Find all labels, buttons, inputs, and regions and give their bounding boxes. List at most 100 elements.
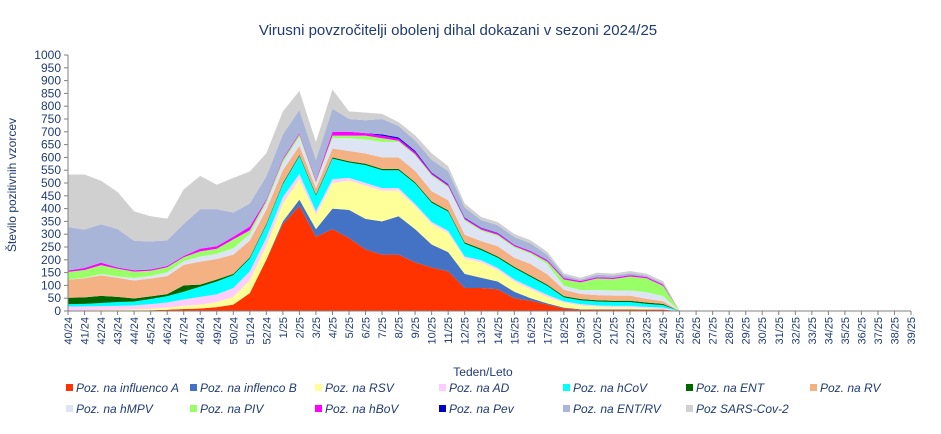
legend-swatch [190, 384, 197, 391]
x-tick-label: 18/25 [559, 317, 571, 345]
x-tick-label: 24/25 [658, 317, 670, 345]
x-tick-label: 7/25 [377, 317, 389, 338]
x-tick-label: 37/25 [873, 317, 885, 345]
x-tick-label: 29/25 [741, 317, 753, 345]
x-tick-label: 47/24 [179, 317, 191, 345]
legend-swatch [686, 384, 693, 391]
x-tick-label: 8/25 [394, 317, 406, 338]
x-tick-label: 45/24 [146, 317, 158, 345]
x-tick-label: 14/25 [493, 317, 505, 345]
x-tick-label: 3/25 [311, 317, 323, 338]
y-tick-label: 250 [41, 240, 61, 254]
legend-swatch [563, 384, 570, 391]
x-tick-label: 48/24 [195, 317, 207, 345]
series-area-3 [68, 179, 680, 311]
x-tick-label: 43/24 [113, 317, 125, 345]
x-tick-label: 12/25 [460, 317, 472, 345]
series-area-7 [68, 145, 680, 311]
x-tick-label: 5/25 [344, 317, 356, 338]
y-tick-label: 650 [41, 138, 61, 152]
x-tick-label: 49/24 [212, 317, 224, 345]
y-tick-label: 900 [41, 74, 61, 88]
legend-swatch [686, 405, 693, 412]
y-tick-label: 550 [41, 163, 61, 177]
x-tick-label: 42/24 [96, 317, 108, 345]
x-tick-label: 33/25 [807, 317, 819, 345]
legend-label: Poz. na PIV [200, 402, 264, 416]
x-tick-label: 23/25 [642, 317, 654, 345]
legend-swatch [439, 405, 446, 412]
legend-label: Poz. na inflenco B [200, 381, 297, 395]
plot-area [67, 55, 911, 312]
x-tick-label: 34/25 [823, 317, 835, 345]
legend-swatch [563, 405, 570, 412]
x-tick-label: 52/24 [261, 317, 273, 345]
y-tick-label: 950 [41, 61, 61, 75]
x-axis: 40/24 41/24 42/24 43/24 44/24 45/24 46/24 47/24… [63, 311, 918, 345]
x-tick-label: 50/24 [228, 317, 240, 345]
y-tick-label: 500 [41, 176, 61, 190]
x-tick-label: 41/24 [80, 317, 92, 345]
x-axis-label: Teden/Leto [453, 365, 513, 379]
legend-label: Poz. na hBoV [325, 402, 399, 416]
y-tick-label: 1000 [34, 48, 61, 62]
legend-label: Poz. na influenco A [76, 381, 179, 395]
x-tick-label: 6/25 [361, 317, 373, 338]
legend-label: Poz. na ENT/RV [573, 402, 662, 416]
y-tick-label: 300 [41, 227, 61, 241]
x-tick-label: 11/25 [443, 317, 455, 344]
x-tick-label: 19/25 [575, 317, 587, 345]
legend-label: Poz SARS-Cov-2 [696, 402, 789, 416]
x-tick-label: 9/25 [410, 317, 422, 338]
x-tick-label: 31/25 [774, 317, 786, 345]
legend-label: Poz. na Pev [449, 402, 515, 416]
x-tick-label: 22/25 [625, 317, 637, 345]
y-axis-label: Število pozitivnih vzorcev [4, 118, 19, 252]
legend-label: Poz. na hCoV [573, 381, 648, 395]
x-tick-label: 30/25 [757, 317, 769, 345]
legend-swatch [810, 384, 817, 391]
legend-label: Poz. na hMPV [76, 402, 154, 416]
x-tick-label: 17/25 [542, 317, 554, 345]
y-tick-label: 600 [41, 150, 61, 164]
x-tick-label: 20/25 [592, 317, 604, 345]
y-tick-label: 0 [54, 304, 61, 318]
legend-swatch [190, 405, 197, 412]
x-tick-label: 35/25 [840, 317, 852, 345]
y-tick-label: 100 [41, 278, 61, 292]
chart-title: Virusni povzročitelji obolenj dihal doka… [259, 22, 657, 39]
legend-swatch [315, 405, 322, 412]
x-tick-label: 26/25 [691, 317, 703, 345]
x-tick-label: 36/25 [856, 317, 868, 345]
x-tick-label: 21/25 [608, 317, 620, 345]
y-tick-label: 50 [48, 291, 62, 305]
series-area-13 [68, 89, 680, 311]
y-tick-label: 400 [41, 202, 61, 216]
legend-swatch [439, 384, 446, 391]
y-tick-label: 350 [41, 214, 61, 228]
x-tick-label: 28/25 [724, 317, 736, 345]
legend-label: Poz. na AD [449, 381, 510, 395]
legend-swatch [66, 405, 73, 412]
y-tick-label: 200 [41, 253, 61, 267]
x-tick-label: 46/24 [162, 317, 174, 345]
legend: Poz. na influenco A Poz. na inflenco B Poz… [66, 381, 881, 416]
series-area-8 [68, 136, 680, 311]
series-area-1 [68, 206, 680, 311]
y-tick-label: 800 [41, 99, 61, 113]
y-tick-label: 450 [41, 189, 61, 203]
legend-label: Poz. na RSV [325, 381, 395, 395]
x-tick-label: 13/25 [476, 317, 488, 345]
x-tick-label: 16/25 [526, 317, 538, 345]
legend-label: Poz. na ENT [696, 381, 766, 395]
series-area-2 [68, 199, 680, 311]
x-tick-label: 10/25 [427, 317, 439, 345]
x-tick-label: 44/24 [129, 317, 141, 345]
legend-label: Poz. na RV [820, 381, 881, 395]
x-tick-label: 1/25 [278, 317, 290, 338]
y-tick-label: 150 [41, 266, 61, 280]
legend-swatch [66, 384, 73, 391]
x-tick-label: 27/25 [708, 317, 720, 345]
x-tick-label: 25/25 [675, 317, 687, 345]
